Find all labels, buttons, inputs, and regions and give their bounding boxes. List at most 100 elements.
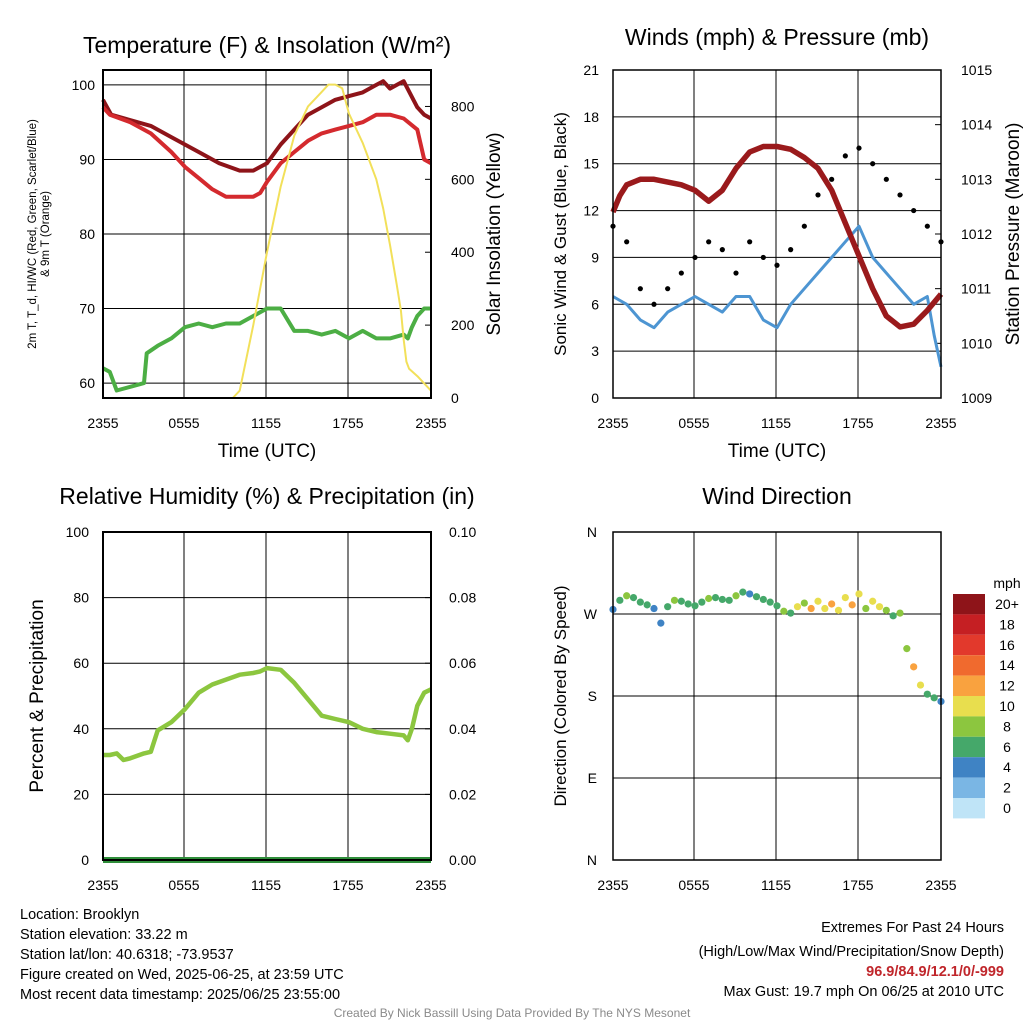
direction-point bbox=[657, 619, 665, 627]
y-axis-label-line: 2m T, T_d, HI/WC (Red, Green, Scarlet/Bl… bbox=[27, 119, 39, 349]
colorbar-swatch bbox=[953, 655, 985, 676]
y-tick-label: 12 bbox=[583, 203, 599, 219]
y-tick-label: 60 bbox=[73, 655, 89, 671]
y-tick-label: 80 bbox=[73, 590, 89, 606]
y-axis-label: Percent & Precipitation bbox=[27, 599, 48, 792]
plot-border bbox=[612, 531, 942, 861]
temperature-insolation-panel: 2355 0555 1155 1755 2355 Temperature (F) & In… bbox=[27, 32, 505, 462]
colorbar-swatch bbox=[953, 757, 985, 778]
colorbar-label: 16 bbox=[999, 637, 1015, 653]
y-tick-label: 9 bbox=[591, 249, 599, 265]
colorbar-label: 0 bbox=[1003, 800, 1011, 816]
y2-tick-label: 1014 bbox=[961, 117, 992, 133]
gridlines bbox=[183, 532, 349, 860]
y2-tick-label: 800 bbox=[451, 98, 475, 114]
extremes-values: 96.9/84.9/12.1/0/-999 bbox=[866, 964, 1004, 980]
direction-point bbox=[766, 598, 774, 606]
x-tick-label: 0555 bbox=[168, 877, 199, 893]
colorbar-swatch bbox=[953, 675, 985, 696]
y-tick-label: 80 bbox=[79, 226, 95, 242]
x-tick-label: 2355 bbox=[87, 877, 118, 893]
series-line bbox=[101, 105, 432, 199]
direction-point bbox=[629, 594, 638, 602]
x-tick-label: 0555 bbox=[678, 877, 709, 893]
y-tick-label: 18 bbox=[583, 109, 599, 125]
y-tick-label: 21 bbox=[583, 62, 599, 78]
direction-point bbox=[698, 598, 706, 606]
gust-point bbox=[637, 286, 643, 292]
y-tick-label: S bbox=[588, 688, 597, 704]
x-tick-label: 0555 bbox=[678, 415, 709, 431]
gust-point bbox=[692, 254, 698, 261]
series-line bbox=[102, 306, 431, 393]
gust-point bbox=[678, 270, 684, 276]
y2-tick-label: 0 bbox=[451, 390, 459, 406]
direction-point bbox=[759, 595, 767, 604]
colorbar-swatch bbox=[953, 696, 985, 717]
direction-point bbox=[725, 596, 733, 604]
x-axis-label: Time (UTC) bbox=[218, 441, 317, 462]
y2-tick-label: 1015 bbox=[961, 62, 992, 78]
colorbar-label: 20+ bbox=[995, 596, 1019, 612]
colorbar-label: 2 bbox=[1003, 780, 1011, 796]
x-tick-label: 1155 bbox=[251, 877, 281, 893]
y-tick-label: 6 bbox=[591, 296, 599, 312]
direction-point bbox=[869, 597, 877, 605]
x-tick-label: 2355 bbox=[597, 415, 628, 431]
y2-axis-label: Station Pressure (Maroon) bbox=[1003, 123, 1024, 346]
direction-point bbox=[793, 603, 802, 611]
direction-point bbox=[814, 597, 822, 605]
max-gust-text: Max Gust: 19.7 mph On 06/25 at 2010 UTC bbox=[723, 984, 1004, 1000]
direction-point bbox=[636, 598, 644, 606]
direction-point bbox=[896, 609, 904, 617]
x-tick-label: 1155 bbox=[761, 877, 791, 893]
plot-border bbox=[102, 69, 432, 399]
y2-tick-label: 0.06 bbox=[449, 655, 476, 671]
y-axis-label-line: & 9m T (Orange) bbox=[40, 191, 52, 277]
x-tick-label: 1155 bbox=[251, 415, 281, 431]
y-tick-label: N bbox=[587, 524, 597, 540]
gust-point bbox=[842, 153, 848, 159]
y-tick-label: W bbox=[584, 606, 598, 622]
direction-point bbox=[923, 690, 931, 698]
direction-point bbox=[930, 694, 938, 702]
panel-title: Winds (mph) & Pressure (mb) bbox=[625, 24, 929, 50]
direction-point bbox=[650, 604, 658, 613]
y2-tick-label: 1013 bbox=[961, 171, 992, 187]
gust-point bbox=[624, 239, 630, 245]
gust-point bbox=[856, 145, 862, 151]
x-tick-label: 0555 bbox=[168, 415, 199, 431]
direction-point bbox=[773, 602, 781, 610]
direction-point bbox=[664, 603, 672, 611]
panel-title: Temperature (F) & Insolation (W/m²) bbox=[83, 32, 451, 58]
gust-point bbox=[924, 223, 930, 229]
gust-point bbox=[774, 262, 780, 268]
gust-point bbox=[829, 176, 835, 182]
y2-tick-label: 0.02 bbox=[449, 786, 476, 802]
x-tick-label: 1755 bbox=[332, 415, 363, 431]
x-tick-label: 2355 bbox=[415, 415, 446, 431]
colorbar-swatch bbox=[953, 634, 985, 656]
colorbar-swatch bbox=[953, 777, 985, 798]
x-tick-label: 2355 bbox=[925, 415, 956, 431]
direction-point bbox=[828, 600, 836, 608]
direction-point bbox=[841, 594, 849, 602]
x-axis-label: Time (UTC) bbox=[728, 441, 827, 462]
direction-point bbox=[855, 590, 863, 598]
humidity-line bbox=[103, 665, 432, 763]
direction-point bbox=[691, 602, 699, 610]
recent-data-text: Most recent data timestamp: 2025/06/25 2… bbox=[20, 987, 341, 1003]
y-tick-label: 40 bbox=[73, 721, 89, 737]
colorbar-label: 14 bbox=[999, 657, 1015, 673]
direction-point bbox=[862, 604, 870, 613]
y2-tick-label: 1012 bbox=[961, 226, 992, 242]
gust-point bbox=[747, 239, 753, 245]
colorbar-label: 8 bbox=[1003, 718, 1011, 734]
direction-point bbox=[677, 597, 685, 605]
direction-point bbox=[670, 596, 679, 604]
panel-title: Relative Humidity (%) & Precipitation (i… bbox=[59, 483, 474, 509]
colorbar-swatch bbox=[953, 614, 985, 635]
direction-point bbox=[643, 601, 651, 609]
y2-tick-label: 0.10 bbox=[449, 524, 476, 540]
direction-point bbox=[684, 600, 692, 608]
